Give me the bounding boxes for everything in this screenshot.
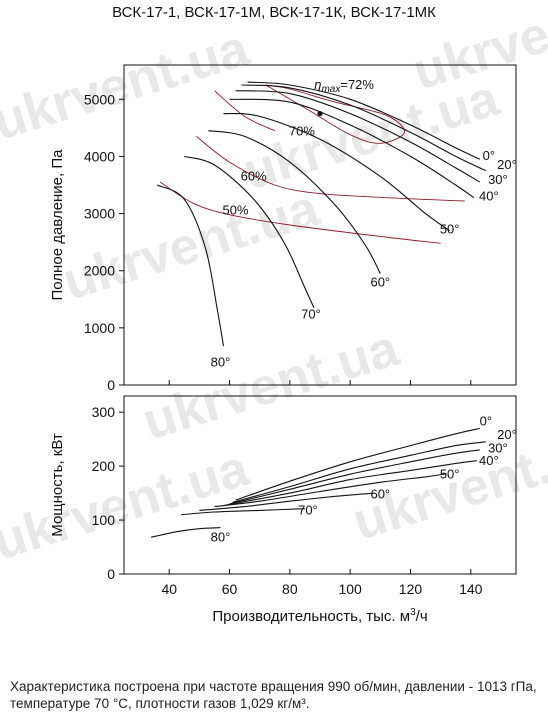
power-curve-80deg (150, 527, 221, 538)
pressure-y-tick-label: 3000 (84, 206, 115, 222)
pressure-curve-label: 20° (497, 157, 517, 172)
watermark-text: ukrvent.ua (347, 419, 548, 552)
power-curve-50deg (214, 473, 447, 508)
pressure-curve-60deg (208, 130, 381, 274)
power-curve-label: 30° (488, 441, 508, 456)
watermark-text: ukrvent.ua (0, 439, 256, 572)
chart-title: ВСК-17-1, ВСК-17-1М, ВСК-17-1К, ВСК-17-1… (112, 4, 436, 21)
power-curve-70deg (181, 508, 305, 516)
pressure-efficiency-curve (196, 136, 465, 202)
pressure-curve-70deg (184, 155, 315, 309)
pressure-curve-30deg (235, 90, 481, 183)
x-tick-label: 100 (338, 581, 362, 597)
pressure-efficiency-curve (214, 90, 275, 132)
pressure-curve-label: 50° (440, 222, 460, 237)
chart-caption: Характеристика построена при частоте вра… (10, 679, 537, 711)
x-tick-label: 140 (459, 581, 483, 597)
best-efficiency-point (317, 110, 323, 117)
pressure-curve-label: 0° (483, 148, 495, 163)
power-curve-label: 40° (479, 453, 499, 468)
pressure-curve-label: 40° (479, 188, 499, 203)
pressure-efficiency-label: 70% (289, 123, 315, 138)
pressure-efficiency-curve (265, 84, 405, 144)
pressure-curve-label: 70° (301, 307, 321, 322)
pressure-y-tick-label: 5000 (84, 91, 115, 107)
pressure-plot-frame (123, 64, 517, 386)
power-curve-60deg (199, 492, 375, 511)
power-y-tick-label: 300 (92, 404, 116, 420)
power-curve-label: 80° (211, 530, 231, 545)
power-curve-label: 70° (298, 503, 318, 518)
pressure-efficiency-label: 50% (223, 203, 249, 218)
pressure-curve-label: 60° (370, 275, 390, 290)
power-curve-30deg (229, 449, 480, 505)
power-curve-label: 60° (370, 486, 390, 501)
power-y-tick-label: 0 (107, 566, 115, 582)
x-tick-label: 40 (161, 581, 177, 597)
pressure-curve-50deg (223, 112, 451, 232)
power-y-tick-label: 100 (92, 512, 116, 528)
power-curve-label: 20° (497, 427, 517, 442)
pressure-efficiency-curve (159, 181, 441, 244)
fan-performance-chart: ukrvent.uaukrvent.uaukrvent.uaukrvent.ua… (0, 0, 548, 625)
pressure-y-tick-label: 0 (107, 377, 115, 393)
power-curve-20deg (232, 441, 486, 503)
pressure-curve-20deg (241, 84, 487, 172)
power-curve-label: 50° (440, 467, 460, 482)
x-tick-label: 60 (222, 581, 238, 597)
pressure-curve-40deg (229, 98, 475, 199)
pressure-efficiency-label: 60% (241, 168, 267, 183)
power-curve-label: 0° (480, 414, 492, 429)
pressure-curve-label: 30° (488, 172, 508, 187)
pressure-y-axis-label: Полное давление, Па (49, 149, 66, 301)
power-curve-40deg (223, 460, 477, 507)
x-axis-label: Производительность, тыс. м3/ч (212, 607, 427, 625)
power-plot-frame (123, 395, 517, 575)
pressure-y-tick-label: 4000 (84, 148, 115, 164)
pressure-y-tick-label: 2000 (84, 263, 115, 279)
pressure-curve-80deg (156, 184, 225, 347)
power-curve-0deg (235, 427, 480, 501)
pressure-y-tick-label: 1000 (84, 320, 115, 336)
x-tick-label: 120 (399, 581, 423, 597)
power-y-axis-label: Мощность, кВт (49, 433, 66, 537)
pressure-curve-label: 80° (211, 355, 231, 370)
pressure-efficiency-label: ηmax=72% (314, 77, 374, 95)
pressure-curve-0deg (247, 81, 481, 160)
power-y-tick-label: 200 (92, 458, 116, 474)
x-tick-label: 80 (282, 581, 298, 597)
